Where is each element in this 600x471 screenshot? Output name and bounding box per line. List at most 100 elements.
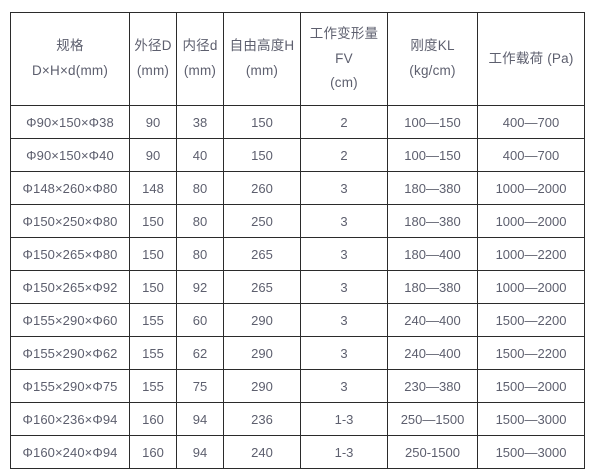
cell-working_load: 1500—2200 bbox=[477, 336, 585, 370]
header-line: (mm) bbox=[245, 63, 279, 78]
cell-stiffness: 180—380 bbox=[387, 270, 478, 304]
cell-outer_diameter: 150 bbox=[129, 204, 177, 238]
column-stiffness: 刚度KL (kg/cm) bbox=[387, 12, 478, 106]
cell-outer_diameter: 160 bbox=[129, 435, 177, 469]
cell-stiffness: 180—380 bbox=[387, 171, 478, 205]
cell-working_deformation: 3 bbox=[300, 237, 388, 271]
cell-inner_diameter: 94 bbox=[176, 402, 224, 436]
cell-free_height: 150 bbox=[223, 105, 301, 139]
header-line: FV bbox=[335, 50, 353, 66]
header-line: 外径D bbox=[134, 38, 172, 54]
cell-working_deformation: 3 bbox=[300, 303, 388, 337]
cell-working_load: 1000—2000 bbox=[477, 204, 585, 238]
cell-free_height: 290 bbox=[223, 303, 301, 337]
cell-working_deformation: 3 bbox=[300, 369, 388, 403]
cell-working_load: 400—700 bbox=[477, 138, 585, 172]
cell-spec: Φ150×250×Φ80 bbox=[10, 204, 130, 238]
cell-inner_diameter: 75 bbox=[176, 369, 224, 403]
cell-free_height: 150 bbox=[223, 138, 301, 172]
header-line: D×H×d(mm) bbox=[31, 63, 109, 78]
cell-outer_diameter: 155 bbox=[129, 303, 177, 337]
cell-working_deformation: 3 bbox=[300, 270, 388, 304]
header-line: (cm) bbox=[330, 75, 358, 91]
cell-inner_diameter: 80 bbox=[176, 237, 224, 271]
cell-outer_diameter: 150 bbox=[129, 270, 177, 304]
header-line: (mm) bbox=[183, 63, 217, 78]
cell-stiffness: 250—1500 bbox=[387, 402, 478, 436]
cell-spec: Φ160×240×Φ94 bbox=[10, 435, 130, 469]
cell-free_height: 260 bbox=[223, 171, 301, 205]
cell-working_load: 1000—2000 bbox=[477, 171, 585, 205]
cell-inner_diameter: 40 bbox=[176, 138, 224, 172]
cell-working_deformation: 1-3 bbox=[300, 435, 388, 469]
cell-outer_diameter: 90 bbox=[129, 105, 177, 139]
cell-free_height: 290 bbox=[223, 336, 301, 370]
cell-free_height: 265 bbox=[223, 270, 301, 304]
cell-working_load: 1500—3000 bbox=[477, 402, 585, 436]
column-free-height: 自由高度H (mm) bbox=[223, 12, 301, 106]
cell-working_load: 1500—2000 bbox=[477, 369, 585, 403]
table-row: Φ90×150×Φ38 90 38 150 2 100—150 400—700 bbox=[10, 105, 585, 139]
cell-spec: Φ90×150×Φ40 bbox=[10, 138, 130, 172]
cell-free_height: 290 bbox=[223, 369, 301, 403]
table-row: Φ150×265×Φ92 150 92 265 3 180—380 1000—2000 bbox=[10, 270, 585, 304]
cell-working_deformation: 1-3 bbox=[300, 402, 388, 436]
cell-working_load: 1500—3000 bbox=[477, 435, 585, 469]
cell-working_deformation: 3 bbox=[300, 171, 388, 205]
spec-table-container: 规格 D×H×d(mm) 外径D (mm) 内径d (mm) 自由高度H (mm) 工作变形量 F… bbox=[10, 12, 585, 469]
cell-stiffness: 180—380 bbox=[387, 204, 478, 238]
header-line: 刚度KL bbox=[410, 38, 455, 54]
column-spec: 规格 D×H×d(mm) bbox=[10, 12, 130, 106]
cell-inner_diameter: 80 bbox=[176, 171, 224, 205]
cell-inner_diameter: 94 bbox=[176, 435, 224, 469]
cell-outer_diameter: 155 bbox=[129, 369, 177, 403]
column-working-deformation: 工作变形量 FV (cm) bbox=[300, 12, 388, 106]
cell-stiffness: 250-1500 bbox=[387, 435, 478, 469]
cell-working_load: 1000—2000 bbox=[477, 270, 585, 304]
table-row: Φ90×150×Φ40 90 40 150 2 100—150 400—700 bbox=[10, 138, 585, 172]
column-outer-diameter: 外径D (mm) bbox=[129, 12, 177, 106]
cell-outer_diameter: 160 bbox=[129, 402, 177, 436]
cell-stiffness: 180—400 bbox=[387, 237, 478, 271]
table-row: Φ155×290×Φ75 155 75 290 3 230—380 1500—2000 bbox=[10, 369, 585, 403]
table-header: 规格 D×H×d(mm) 外径D (mm) 内径d (mm) 自由高度H (mm) 工作变形量 F… bbox=[10, 12, 585, 106]
cell-outer_diameter: 90 bbox=[129, 138, 177, 172]
cell-inner_diameter: 80 bbox=[176, 204, 224, 238]
cell-inner_diameter: 92 bbox=[176, 270, 224, 304]
cell-free_height: 250 bbox=[223, 204, 301, 238]
header-row: 规格 D×H×d(mm) 外径D (mm) 内径d (mm) 自由高度H (mm) 工作变形量 F… bbox=[10, 12, 585, 106]
cell-stiffness: 230—380 bbox=[387, 369, 478, 403]
table-row: Φ148×260×Φ80 148 80 260 3 180—380 1000—2000 bbox=[10, 171, 585, 205]
cell-spec: Φ90×150×Φ38 bbox=[10, 105, 130, 139]
cell-spec: Φ150×265×Φ92 bbox=[10, 270, 130, 304]
header-line: 工作变形量 bbox=[309, 25, 379, 41]
rubber-spring-spec-table: 规格 D×H×d(mm) 外径D (mm) 内径d (mm) 自由高度H (mm) 工作变形量 F… bbox=[10, 12, 585, 469]
column-working-load: 工作载荷 (Pa) bbox=[477, 12, 585, 106]
cell-inner_diameter: 60 bbox=[176, 303, 224, 337]
table-row: Φ150×265×Φ80 150 80 265 3 180—400 1000—2200 bbox=[10, 237, 585, 271]
header-line: (kg/cm) bbox=[409, 63, 456, 78]
header-line: 内径d bbox=[182, 38, 218, 54]
cell-stiffness: 240—400 bbox=[387, 303, 478, 337]
cell-working_deformation: 2 bbox=[300, 138, 388, 172]
header-line: 规格 bbox=[56, 38, 84, 54]
table-row: Φ155×290×Φ62 155 62 290 3 240—400 1500—2200 bbox=[10, 336, 585, 370]
table-row: Φ160×240×Φ94 160 94 240 1-3 250-1500 1500—3000 bbox=[10, 435, 585, 469]
cell-stiffness: 100—150 bbox=[387, 138, 478, 172]
cell-working_load: 1500—2200 bbox=[477, 303, 585, 337]
cell-inner_diameter: 62 bbox=[176, 336, 224, 370]
cell-outer_diameter: 155 bbox=[129, 336, 177, 370]
header-line: (mm) bbox=[136, 63, 170, 78]
table-row: Φ150×250×Φ80 150 80 250 3 180—380 1000—2000 bbox=[10, 204, 585, 238]
cell-outer_diameter: 150 bbox=[129, 237, 177, 271]
cell-working_deformation: 2 bbox=[300, 105, 388, 139]
table-row: Φ160×236×Φ94 160 94 236 1-3 250—1500 1500—3000 bbox=[10, 402, 585, 436]
column-inner-diameter: 内径d (mm) bbox=[176, 12, 224, 106]
cell-free_height: 240 bbox=[223, 435, 301, 469]
header-line: 自由高度H bbox=[229, 38, 295, 54]
cell-working_deformation: 3 bbox=[300, 204, 388, 238]
cell-outer_diameter: 148 bbox=[129, 171, 177, 205]
cell-spec: Φ160×236×Φ94 bbox=[10, 402, 130, 436]
cell-spec: Φ150×265×Φ80 bbox=[10, 237, 130, 271]
cell-free_height: 265 bbox=[223, 237, 301, 271]
